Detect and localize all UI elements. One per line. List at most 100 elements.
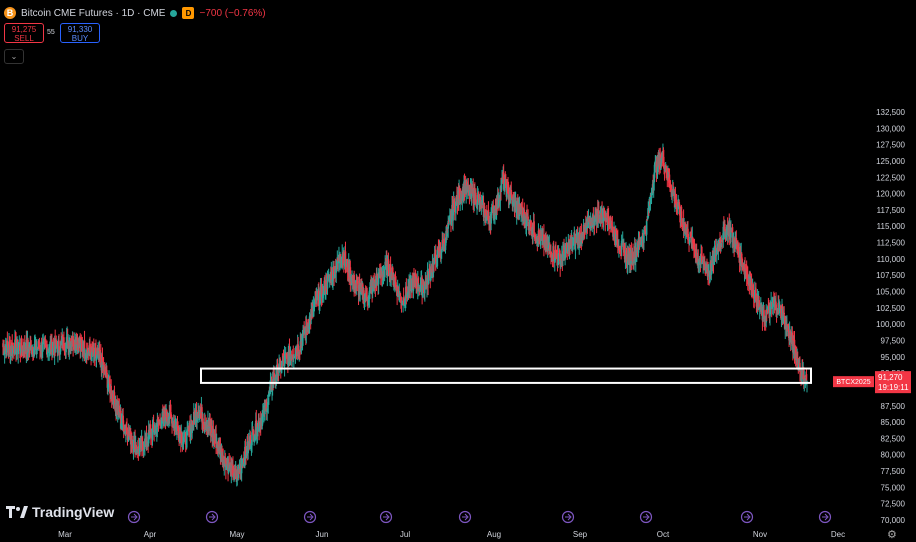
candle	[388, 270, 390, 274]
candle	[177, 431, 180, 438]
candle	[165, 409, 168, 417]
candle	[555, 249, 557, 253]
event-marker-arrow-icon	[565, 513, 572, 521]
candle	[665, 174, 668, 176]
candle	[141, 438, 143, 441]
y-axis-tick-label: 97,500	[881, 336, 906, 345]
d-badge-icon[interactable]: D	[182, 7, 195, 19]
candle	[667, 168, 670, 179]
x-axis-tick-label: Nov	[753, 530, 767, 539]
candle	[550, 251, 552, 258]
candle	[266, 408, 268, 413]
event-marker-icon[interactable]	[205, 510, 219, 524]
y-axis-tick-label: 70,000	[881, 516, 906, 525]
price-tag-countdown: 19:19:11	[878, 383, 909, 392]
candle	[509, 191, 512, 201]
candle	[526, 213, 528, 219]
event-marker-icon[interactable]	[561, 510, 575, 524]
candle	[586, 220, 589, 227]
chevron-down-icon[interactable]: ⌄	[4, 49, 24, 64]
candle	[209, 420, 211, 427]
candle	[742, 266, 744, 268]
candle	[538, 230, 540, 237]
x-axis-tick-label: Dec	[831, 530, 845, 539]
candle	[118, 405, 121, 413]
x-axis-tick-label: May	[229, 530, 244, 539]
candle	[77, 340, 80, 353]
candle	[594, 214, 596, 226]
candle	[770, 302, 773, 308]
event-marker-icon[interactable]	[379, 510, 393, 524]
candle	[671, 190, 673, 197]
candle	[548, 244, 551, 246]
candle	[401, 303, 403, 305]
candle	[393, 282, 395, 284]
event-marker-arrow-icon	[131, 513, 138, 521]
candle	[335, 266, 338, 270]
candle	[621, 241, 624, 243]
candle	[466, 183, 469, 186]
sell-button[interactable]: 91,275 SELL	[4, 23, 44, 43]
candle	[662, 149, 665, 163]
event-marker-arrow-icon	[643, 513, 650, 521]
candle	[687, 238, 690, 242]
candle	[639, 239, 642, 244]
candle	[700, 254, 703, 256]
candle	[16, 339, 19, 353]
candle	[122, 415, 124, 423]
candle	[271, 389, 273, 392]
candle	[563, 247, 565, 254]
candle	[383, 270, 385, 273]
candle	[424, 286, 426, 294]
symbol-title[interactable]: Bitcoin CME Futures · 1D · CME	[21, 7, 166, 19]
candle	[718, 238, 721, 250]
settings-gear-icon[interactable]: ⚙	[887, 529, 897, 541]
candle	[601, 208, 603, 220]
candle	[740, 252, 743, 266]
candle	[765, 310, 768, 323]
candle	[122, 424, 125, 433]
candle	[267, 397, 270, 405]
candle	[326, 276, 329, 289]
candle	[575, 238, 578, 243]
candle	[721, 239, 723, 241]
candle	[452, 209, 454, 221]
candle	[216, 443, 218, 445]
y-axis-tick-label: 117,500	[877, 206, 906, 215]
event-marker-icon[interactable]	[639, 510, 653, 524]
candle	[94, 348, 97, 350]
event-marker-icon[interactable]	[818, 510, 832, 524]
candle	[775, 301, 777, 311]
event-marker-icon[interactable]	[458, 510, 472, 524]
candle	[137, 447, 140, 452]
y-axis-tick-label: 130,000	[876, 124, 905, 133]
candle	[160, 422, 163, 429]
candle	[533, 221, 535, 235]
event-marker-icon[interactable]	[127, 510, 141, 524]
candle	[95, 349, 97, 359]
candle	[327, 275, 329, 277]
candle	[65, 342, 67, 353]
candle	[244, 447, 247, 452]
candle	[245, 455, 248, 457]
candle	[506, 183, 508, 198]
buy-button[interactable]: 91,330 BUY	[60, 23, 100, 43]
candle	[611, 222, 613, 226]
candle	[110, 385, 112, 397]
event-marker-icon[interactable]	[740, 510, 754, 524]
candle	[645, 220, 648, 235]
candle	[81, 341, 83, 345]
candle	[745, 270, 748, 277]
candle	[478, 196, 481, 206]
candle	[507, 186, 510, 200]
event-marker-icon[interactable]	[303, 510, 317, 524]
candle	[339, 259, 342, 263]
candle	[241, 464, 244, 468]
candle	[494, 205, 497, 214]
candle	[603, 208, 606, 215]
highlight-zone-box[interactable]	[200, 367, 812, 384]
candle	[611, 225, 614, 227]
candle	[90, 347, 93, 361]
candle	[582, 237, 584, 240]
